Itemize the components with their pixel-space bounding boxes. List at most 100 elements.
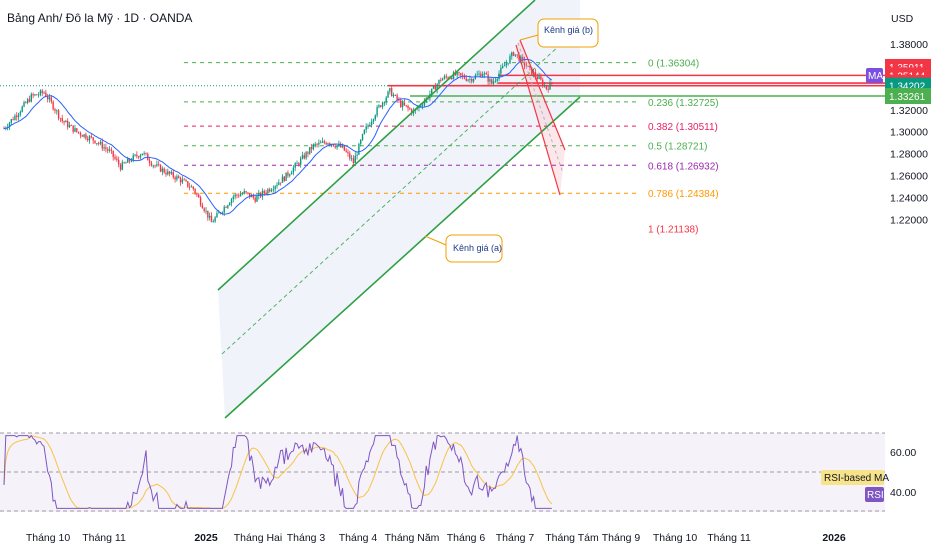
candle-body xyxy=(491,79,493,84)
candle-body xyxy=(116,158,118,160)
x-tick-label: Tháng 10 xyxy=(26,532,71,544)
candle-body xyxy=(239,194,242,197)
candle-body xyxy=(494,80,497,82)
rsi-pane[interactable] xyxy=(0,432,885,512)
candle-body xyxy=(119,164,122,170)
candle-body xyxy=(329,143,331,145)
time-axis[interactable]: Tháng 10 Tháng 11 2025 Tháng Hai Tháng 3 Thán… xyxy=(26,532,846,544)
y-tick-label: 1.26000 xyxy=(890,171,928,183)
callout-channel-a[interactable]: Kênh giá (a) xyxy=(424,234,503,263)
candle-body xyxy=(178,176,180,179)
candle-body xyxy=(141,153,144,156)
horizontal-lines[interactable] xyxy=(0,74,885,97)
candle-body xyxy=(103,147,105,149)
candle-body xyxy=(112,150,114,157)
price-tag-text: 1.33261 xyxy=(889,92,926,103)
candle-body xyxy=(451,78,453,79)
candle-body xyxy=(512,52,515,56)
candle-body xyxy=(345,150,347,152)
candle-body xyxy=(163,168,165,173)
candle-body xyxy=(332,144,335,147)
channel-a[interactable] xyxy=(217,0,581,419)
candle-body xyxy=(134,154,136,156)
candle-body xyxy=(252,195,255,198)
rsi-axis[interactable]: 60.00 40.00 RSI-based MA RSI xyxy=(821,447,916,502)
candle-body xyxy=(403,102,406,106)
candle-body xyxy=(254,197,256,202)
candle-body xyxy=(367,125,369,127)
candle-body xyxy=(110,149,113,151)
candle-body xyxy=(301,155,304,159)
candle-body xyxy=(481,74,484,77)
candle-body xyxy=(8,122,11,128)
candle-body xyxy=(123,162,125,164)
candle-body xyxy=(443,76,446,79)
candle-body xyxy=(125,162,127,164)
candle-body xyxy=(3,128,5,130)
candle-body xyxy=(39,90,42,95)
ma-badge-label: MA xyxy=(868,71,883,82)
candle-body xyxy=(396,94,398,100)
candle-body xyxy=(341,145,344,148)
candle-body xyxy=(516,54,518,56)
candle-body xyxy=(307,152,309,154)
candle-body xyxy=(294,163,296,168)
candle-body xyxy=(159,164,162,172)
candle-body xyxy=(438,79,440,85)
x-tick-label: 2025 xyxy=(194,532,218,544)
candle-body xyxy=(318,142,320,145)
x-tick-label: Tháng Tám xyxy=(545,532,599,544)
fibonacci-retracement[interactable]: 0 (1.36304) 0.236 (1.32725) 0.382 (1.30511… xyxy=(184,59,719,236)
candle-body xyxy=(143,152,145,154)
rsi-tick-60: 60.00 xyxy=(890,447,916,459)
candle-body xyxy=(380,105,382,107)
candle-body xyxy=(389,88,391,92)
candle-body xyxy=(194,188,196,194)
candle-body xyxy=(492,81,495,84)
candle-body xyxy=(23,102,25,107)
candle-body xyxy=(77,131,80,133)
candle-body xyxy=(238,195,240,197)
candle-body xyxy=(469,79,471,80)
y-tick-label: 1.24000 xyxy=(890,192,928,204)
fib-level-label: 1 (1.21138) xyxy=(648,225,698,236)
rsi-badge: RSI xyxy=(867,490,884,501)
candle-body xyxy=(187,181,189,187)
fib-level-label: 0 (1.36304) xyxy=(648,59,699,70)
candle-body xyxy=(241,193,244,195)
candle-body xyxy=(243,191,245,194)
candle-body xyxy=(57,110,60,119)
candle-body xyxy=(476,74,478,76)
candle-body xyxy=(176,176,178,180)
channel-b[interactable] xyxy=(515,39,566,196)
candle-body xyxy=(363,129,366,135)
candle-body xyxy=(256,195,258,202)
candle-body xyxy=(290,172,293,175)
candle-body xyxy=(269,189,271,192)
candle-body xyxy=(76,128,78,132)
candle-body xyxy=(349,153,351,159)
candle-body xyxy=(385,97,387,103)
candle-body xyxy=(478,73,480,75)
candle-body xyxy=(480,73,482,77)
candle-body xyxy=(489,79,491,82)
candle-body xyxy=(107,148,109,151)
candle-body xyxy=(298,163,300,165)
callout-channel-b[interactable]: Kênh giá (b) xyxy=(519,18,599,48)
candle-body xyxy=(161,168,164,172)
y-tick-label: 1.28000 xyxy=(890,149,928,161)
candle-body xyxy=(321,141,324,143)
fib-level-label: 0.382 (1.30511) xyxy=(648,122,718,133)
ma-line xyxy=(3,59,553,215)
candle-body xyxy=(538,76,540,79)
candle-body xyxy=(87,138,89,141)
candle-body xyxy=(336,145,338,148)
candle-body xyxy=(543,85,546,87)
rsi-line xyxy=(3,434,552,509)
candle-body xyxy=(376,107,378,116)
x-tick-label: Tháng 7 xyxy=(496,532,535,544)
ma-badge[interactable]: MA xyxy=(866,68,883,83)
candle-body xyxy=(369,124,371,126)
candle-body xyxy=(405,105,407,107)
